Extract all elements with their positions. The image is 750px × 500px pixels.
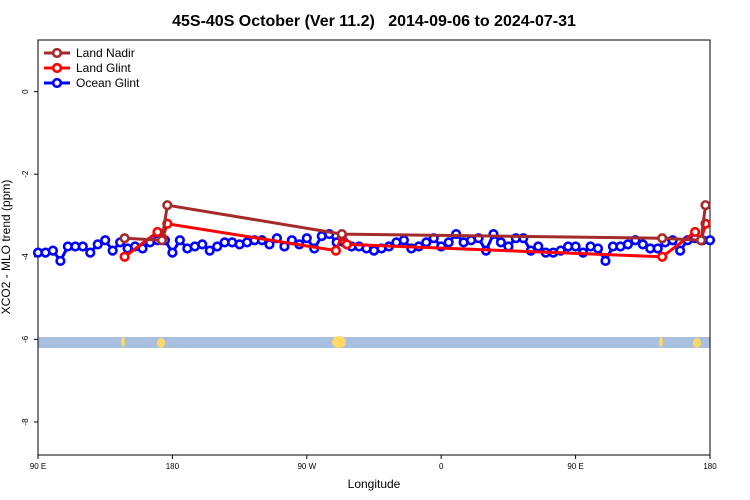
- data-point: [152, 226, 163, 238]
- data-point: [657, 233, 668, 244]
- legend-label: Land Glint: [76, 61, 131, 75]
- data-point: [119, 233, 130, 244]
- data-point: [301, 233, 312, 244]
- data-point: [657, 251, 668, 262]
- legend-label: Land Nadir: [76, 46, 135, 60]
- plot-frame: [37, 39, 711, 456]
- data-point: [156, 235, 168, 246]
- data-point: [622, 239, 633, 250]
- data-point: [330, 245, 342, 256]
- data-point: [652, 243, 663, 254]
- data-point: [336, 228, 347, 240]
- data-point: [398, 235, 409, 246]
- data-point: [700, 200, 711, 211]
- data-point: [162, 200, 173, 211]
- data-point: [85, 247, 96, 258]
- data-point: [47, 245, 59, 256]
- data-point: [533, 241, 544, 252]
- data-point: [107, 245, 118, 256]
- data-point: [503, 241, 514, 252]
- surface-strip: [38, 337, 710, 348]
- y-tick-label: 0: [21, 89, 30, 94]
- data-point: [77, 241, 88, 252]
- data-point: [174, 235, 185, 246]
- data-point: [600, 255, 611, 267]
- x-tick-label: 90 E: [567, 462, 583, 471]
- x-tick-label: 180: [166, 462, 180, 471]
- data-point: [204, 245, 215, 256]
- data-point: [212, 241, 223, 252]
- y-tick-label: -4: [21, 253, 30, 261]
- data-point: [592, 243, 604, 254]
- x-tick-label: 90 W: [297, 462, 316, 471]
- y-tick-label: -2: [21, 170, 30, 178]
- legend-marker: [51, 47, 63, 59]
- x-axis-label: Longitude: [348, 477, 401, 491]
- data-point: [167, 247, 178, 258]
- land-markers: [121, 336, 701, 348]
- y-axis-label: XCO2 - MLO trend (ppm): [0, 180, 13, 315]
- data-point: [689, 226, 701, 238]
- series-line: [124, 203, 708, 242]
- data-point: [695, 235, 707, 246]
- legend-label: Ocean Glint: [76, 76, 140, 90]
- data-point: [197, 239, 208, 250]
- data-point: [92, 239, 103, 250]
- x-tick-label: 180: [703, 462, 717, 471]
- data-point: [704, 235, 716, 246]
- data-point: [119, 251, 130, 262]
- legend-marker: [51, 62, 63, 74]
- data-point: [675, 245, 686, 256]
- y-tick-label: -8: [21, 418, 30, 426]
- data-point: [55, 255, 66, 267]
- data-point: [570, 241, 581, 252]
- data-point: [637, 239, 648, 250]
- legend-marker: [51, 77, 63, 89]
- x-tick-label: 90 E: [30, 462, 46, 471]
- chart-title: 45S-40S October (Ver 11.2) 2014-09-06 to…: [172, 13, 576, 30]
- data-point: [443, 237, 454, 248]
- y-tick-label: -6: [21, 335, 30, 343]
- data-point: [341, 239, 352, 250]
- x-tick-label: 0: [439, 462, 444, 471]
- data-point: [100, 235, 111, 246]
- data-point: [495, 237, 507, 248]
